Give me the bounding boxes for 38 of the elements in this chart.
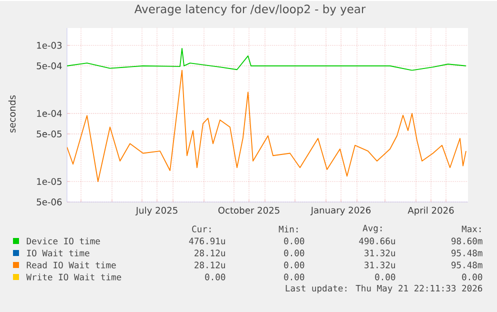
text: 0.00 xyxy=(284,262,304,268)
legend-label: Device IO time xyxy=(26,238,100,244)
x-tick-label: October 2025 xyxy=(218,206,280,214)
text: 0.00 xyxy=(284,238,304,244)
y-axis-title: seconds xyxy=(8,95,16,133)
text: 490.66u xyxy=(359,238,395,244)
text: 98.60m xyxy=(451,238,482,244)
text: Last update: Thu May 21 22:11:33 2026 xyxy=(286,284,482,294)
text: Max: xyxy=(462,226,481,232)
text: 0.00 xyxy=(462,274,482,280)
line-series xyxy=(67,70,466,182)
x-tick-label: July 2025 xyxy=(135,206,178,216)
x-tick-label: January 2026 xyxy=(310,206,371,216)
text: 31.32u xyxy=(364,250,395,256)
text: 28.12u xyxy=(194,262,225,268)
text: Min: xyxy=(278,226,298,232)
y-tick-label: 5e-05 xyxy=(36,130,62,138)
y-tick-label: 1e-03 xyxy=(37,42,62,49)
text: 0.00 xyxy=(284,274,304,280)
x-tick-label: April 2026 xyxy=(408,206,454,216)
text: 95.48m xyxy=(451,262,482,268)
text: 0.00 xyxy=(205,274,226,280)
y-tick-label: 5e-04 xyxy=(36,62,62,70)
legend-label: IO Wait time xyxy=(27,250,90,256)
y-tick-label: 1e-04 xyxy=(37,110,62,117)
text: 28.12u xyxy=(194,250,225,256)
text: 0.00 xyxy=(284,250,304,256)
y-tick-label: 5e-06 xyxy=(36,198,62,206)
legend-label: Read IO Wait time xyxy=(26,262,116,268)
text: 0.00 xyxy=(375,274,396,280)
text: Avg: xyxy=(362,224,382,234)
text: 95.48m xyxy=(451,250,482,256)
text: 476.91u xyxy=(189,238,225,244)
y-tick-label: 1e-05 xyxy=(37,178,62,185)
text: 31.32u xyxy=(364,262,395,268)
text: Cur: xyxy=(192,226,211,232)
chart-title: Average latency for /dev/loop2 - by year xyxy=(134,4,366,16)
legend-label: Write IO Wait time xyxy=(26,274,122,280)
